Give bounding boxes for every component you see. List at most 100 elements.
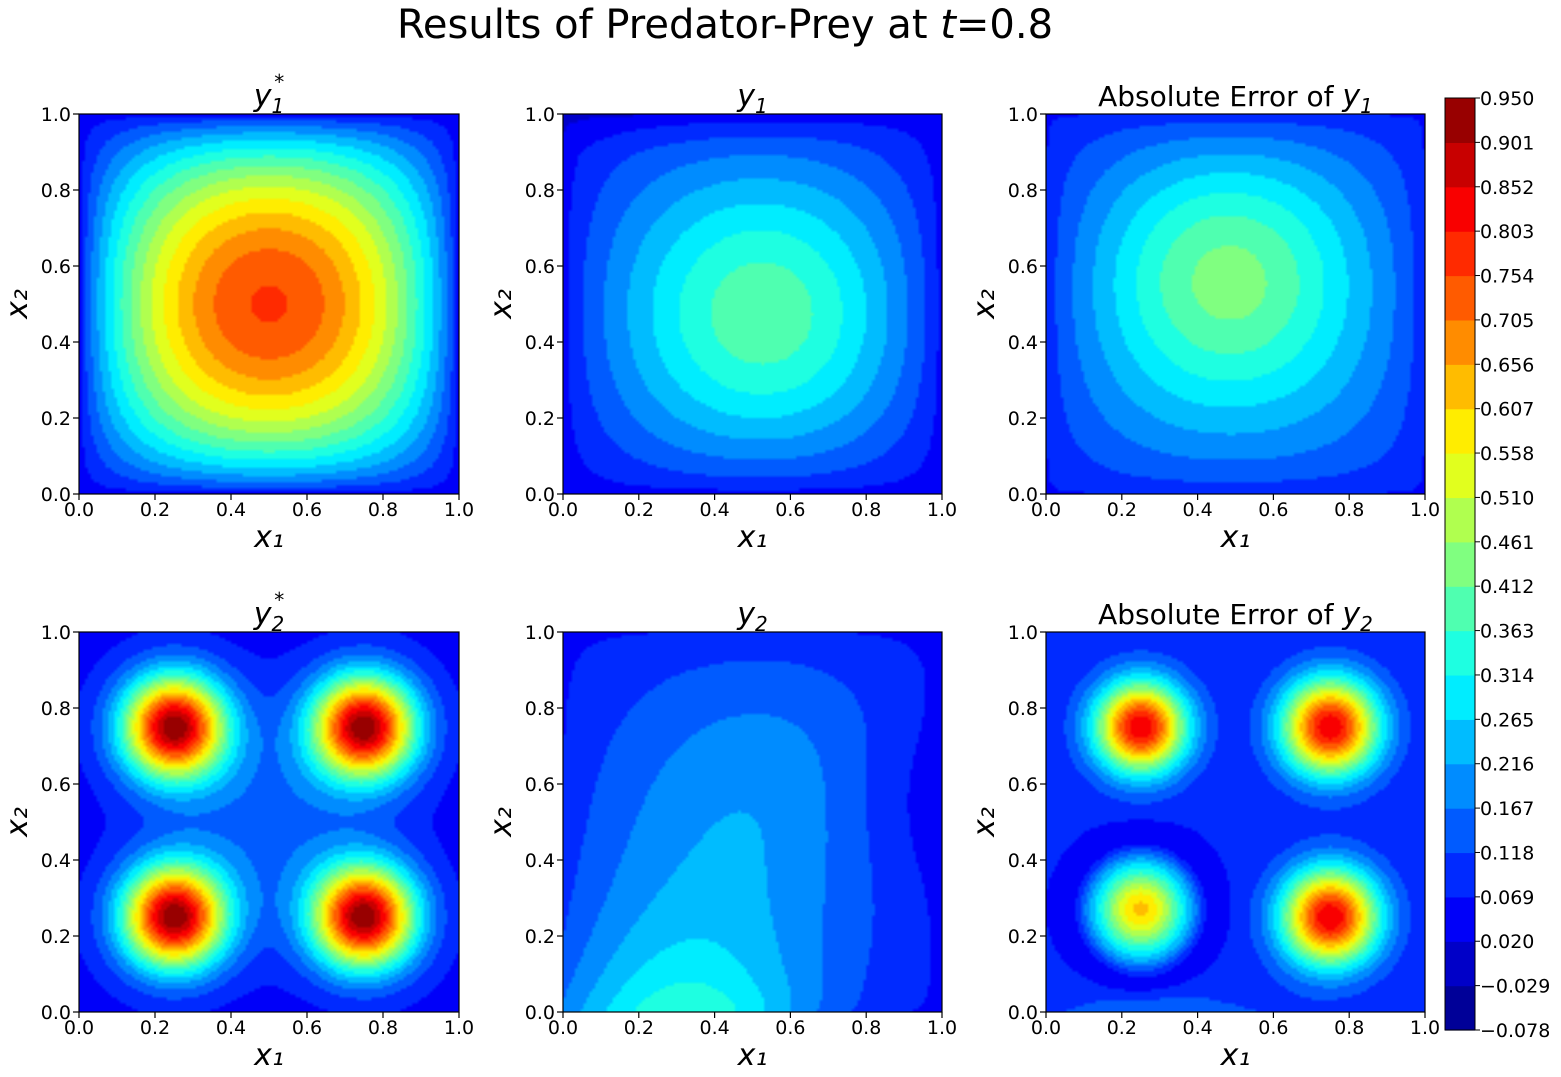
subplot-title: y1* [253, 70, 285, 118]
subplot-1: 0.0 0.2 0.4 0.6 0.8 1.0 0.0 0.2 0.4 0.6 0.8 1.0 x₁ x₂… [0, 70, 474, 555]
colorbar-level [1445, 319, 1475, 365]
y-axis-label: x₂ [0, 807, 35, 838]
colorbar-level [1445, 896, 1475, 942]
x-tick-label: 0.8 [1334, 499, 1364, 521]
x-tick-label: 0.6 [292, 1017, 322, 1039]
axes-frame [562, 113, 943, 495]
axes-frame [562, 631, 943, 1013]
x-tick-label: 0.2 [140, 499, 170, 521]
colorbar-tick-label: 0.118 [1480, 842, 1534, 864]
colorbar-tick-label: 0.510 [1480, 487, 1534, 509]
y-tick-label: 0.2 [41, 926, 71, 948]
y-tick-label: 0.0 [525, 484, 555, 506]
y-tick-label: 0.0 [41, 484, 71, 506]
x-tick-label: 0.8 [368, 1017, 398, 1039]
colorbar-tick-label: 0.754 [1480, 266, 1534, 288]
x-tick-label: 0.6 [1258, 1017, 1288, 1039]
figure-title: Results of Predator-Prey at t=0.8 [0, 2, 1450, 48]
x-tick-label: 0.4 [216, 1017, 246, 1039]
colorbar-tick-label: 0.461 [1480, 532, 1534, 554]
x-tick-label: 0.4 [699, 1017, 729, 1039]
colorbar-level [1445, 497, 1475, 543]
y-tick-label: 0.2 [525, 926, 555, 948]
y-axis-label: x₂ [967, 289, 1002, 320]
x-tick-label: 0.0 [548, 1017, 578, 1039]
x-tick-label: 0.4 [1182, 1017, 1212, 1039]
colorbar-tick-label: 0.803 [1480, 221, 1534, 243]
x-tick-label: 0.0 [1031, 499, 1061, 521]
y-tick-label: 0.0 [1008, 484, 1038, 506]
y-tick-label: 0.4 [525, 850, 555, 872]
colorbar-tick-label: 0.705 [1480, 310, 1534, 332]
x-tick-label: 0.2 [140, 1017, 170, 1039]
axes-frame [1045, 631, 1426, 1013]
y-tick-label: 1.0 [525, 104, 555, 126]
subplot-title: Absolute Error of y1 [1098, 79, 1373, 118]
title-superscript: * [274, 588, 284, 612]
figure-title-var: t [940, 2, 956, 48]
x-axis-label: x₁ [1220, 520, 1251, 555]
y-tick-label: 1.0 [41, 622, 71, 644]
y-tick-label: 0.8 [41, 180, 71, 202]
axes-frame [1045, 113, 1426, 495]
subplot-6: 0.0 0.2 0.4 0.6 0.8 1.0 0.0 0.2 0.4 0.6 0.8 1.0 x₁ x₂… [967, 597, 1440, 1073]
colorbar-tick-label: 0.167 [1480, 798, 1534, 820]
x-tick-label: 0.2 [1107, 499, 1137, 521]
colorbar-level [1445, 852, 1475, 898]
colorbar-tick-label: 0.901 [1480, 132, 1534, 154]
y-tick-label: 0.6 [525, 774, 555, 796]
colorbar-level [1445, 719, 1475, 765]
colorbar-level [1445, 541, 1475, 587]
figure-title-prefix: Results of Predator-Prey at [396, 2, 941, 48]
x-tick-label: 0.4 [216, 499, 246, 521]
x-tick-label: 0.4 [1182, 499, 1212, 521]
subplot-title: y1 [736, 79, 768, 118]
y-tick-label: 0.2 [1008, 408, 1038, 430]
y-tick-label: 1.0 [1008, 104, 1038, 126]
colorbar-level [1445, 364, 1475, 410]
title-var: y [736, 79, 756, 114]
colorbar-tick-label: 0.558 [1480, 443, 1534, 465]
colorbar-tick-label: 0.950 [1480, 88, 1534, 110]
y-tick-label: 0.6 [1008, 256, 1038, 278]
y-tick-label: 0.0 [1008, 1002, 1038, 1024]
title-subscript: 2 [272, 612, 285, 636]
y-tick-label: 0.8 [525, 698, 555, 720]
y-tick-label: 0.8 [1008, 180, 1038, 202]
figure-title-suffix: =0.8 [955, 2, 1054, 48]
x-tick-label: 1.0 [927, 1017, 957, 1039]
colorbar-level [1445, 674, 1475, 720]
title-subscript: 2 [755, 612, 768, 636]
y-tick-label: 0.4 [1008, 850, 1038, 872]
colorbar-level [1445, 586, 1475, 632]
heatmap-field-6 [1046, 632, 1425, 1012]
subplot-5: 0.0 0.2 0.4 0.6 0.8 1.0 0.0 0.2 0.4 0.6 0.8 1.0 x₁ x₂… [484, 597, 957, 1073]
heatmap-field-4 [79, 632, 459, 1012]
y-tick-label: 0.0 [41, 1002, 71, 1024]
colorbar-tick-label: 0.607 [1480, 399, 1534, 421]
y-tick-label: 1.0 [1008, 622, 1038, 644]
colorbar-tick-label: 0.363 [1480, 621, 1534, 643]
y-tick-label: 0.0 [525, 1002, 555, 1024]
axes-frame [78, 113, 460, 495]
colorbar-tick-label: 0.852 [1480, 177, 1534, 199]
heatmap-field-2 [563, 114, 942, 494]
y-tick-label: 0.6 [41, 256, 71, 278]
x-tick-label: 1.0 [927, 499, 957, 521]
title-superscript: * [274, 70, 284, 94]
y-tick-label: 1.0 [41, 104, 71, 126]
y-axis-label: x₂ [484, 289, 519, 320]
title-subscript: 1 [755, 94, 768, 118]
colorbar-level [1445, 763, 1475, 809]
colorbar-level [1445, 142, 1475, 188]
x-tick-label: 0.0 [1031, 1017, 1061, 1039]
x-tick-label: 0.0 [64, 1017, 94, 1039]
y-tick-label: 0.4 [41, 850, 71, 872]
colorbar-level [1445, 630, 1475, 676]
colorbar-tick-label: −0.078 [1480, 1020, 1550, 1042]
title-prefix: Absolute Error of [1098, 598, 1342, 631]
y-tick-label: 1.0 [525, 622, 555, 644]
x-tick-label: 0.4 [699, 499, 729, 521]
heatmap-field-1 [79, 114, 459, 494]
